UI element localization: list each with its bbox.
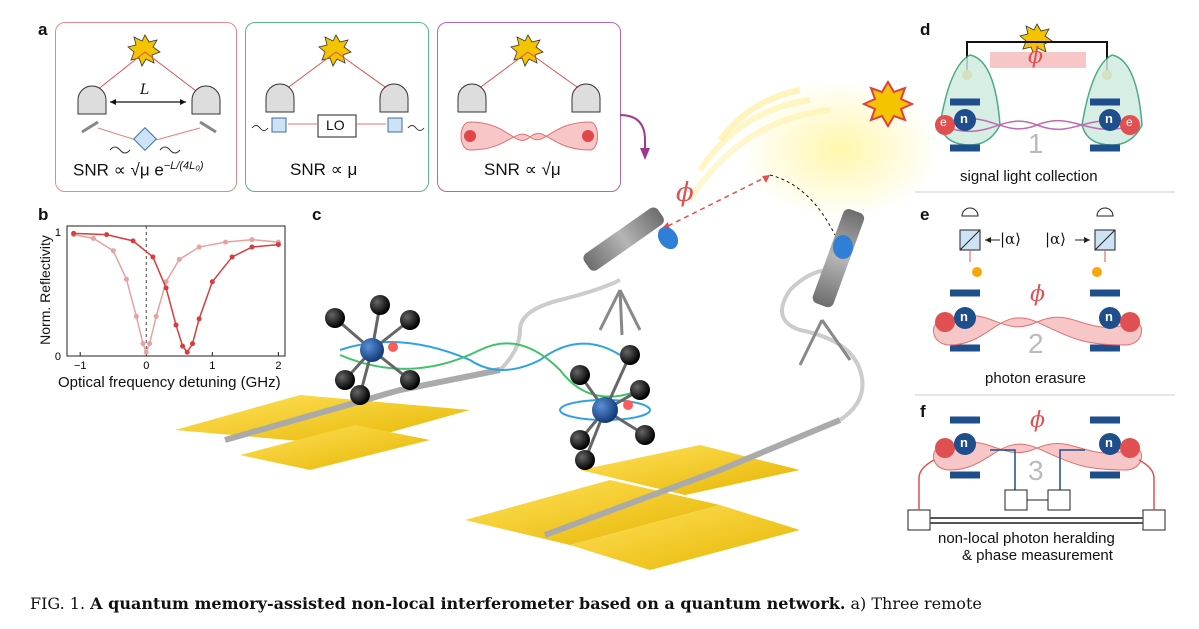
caption-photon-erasure: photon erasure <box>985 370 1086 387</box>
data-point <box>163 285 169 291</box>
phase-label-c: ϕ <box>676 178 694 208</box>
alpha-left: |α⟩ <box>1000 230 1022 248</box>
data-point <box>143 349 149 355</box>
data-point <box>196 316 202 322</box>
caption-prefix: FIG. 1. <box>30 594 86 613</box>
panel-letter-a: a <box>38 20 48 39</box>
molecule-left <box>325 295 641 405</box>
scheme-memory-drawing <box>457 34 650 160</box>
snr-direct-main: SNR ∝ √μ e <box>73 160 164 180</box>
data-point <box>153 313 159 319</box>
data-point <box>140 341 146 347</box>
x-tick-label: −1 <box>74 360 87 372</box>
distance-label: L <box>140 82 150 98</box>
electron-label-d2: e <box>1126 115 1133 129</box>
y-tick-label: 0 <box>55 351 61 363</box>
network-scene <box>175 80 940 570</box>
data-point <box>196 244 202 250</box>
data-point <box>249 244 255 250</box>
data-point <box>147 341 153 347</box>
step-number-1: 1 <box>1028 128 1044 159</box>
caption-signal-collection: signal light collection <box>960 168 1098 185</box>
step-number-2: 2 <box>1028 328 1044 359</box>
chart-xlabel: Optical frequency detuning (GHz) <box>58 374 281 391</box>
nucleus-label-e2: n <box>1105 309 1113 324</box>
data-point <box>249 237 255 243</box>
data-point <box>180 343 186 349</box>
scheme-direct-drawing <box>77 34 221 154</box>
snr-direct-exp: −L/(4L₀) <box>163 160 204 172</box>
series-line-1 <box>73 233 279 355</box>
nucleus-label-e1: n <box>960 309 968 324</box>
caption-title: A quantum memory-assisted non-local inte… <box>90 594 846 613</box>
panel-f-drawing <box>907 416 1166 531</box>
data-point <box>104 232 110 238</box>
molecule-right <box>559 345 655 470</box>
data-point <box>223 239 229 245</box>
chart-frame <box>66 225 286 357</box>
caption-heralding-line2: & phase measurement <box>962 547 1113 564</box>
x-tick-label: 2 <box>275 360 281 372</box>
data-point <box>190 341 196 347</box>
y-tick-label: 1 <box>55 227 61 239</box>
data-point <box>209 279 215 285</box>
caption-heralding-line1: non-local photon heralding <box>938 530 1115 547</box>
nucleus-label-f1: n <box>960 435 968 450</box>
data-point <box>176 256 182 262</box>
data-point <box>163 279 169 285</box>
phase-label-e: ϕ <box>1030 282 1045 307</box>
panel-letter-b: b <box>38 205 49 224</box>
data-point <box>133 313 139 319</box>
snr-lo: SNR ∝ μ <box>290 160 358 179</box>
phase-label-f: ϕ <box>1030 408 1045 433</box>
phase-label-d: ϕ <box>1028 44 1043 69</box>
nucleus-label-d1: n <box>960 111 968 126</box>
panel-letter-e: e <box>920 205 930 224</box>
chart-ylabel: Norm. Reflectivity <box>36 235 53 345</box>
data-point <box>173 322 179 328</box>
caption-continuation: a) Three remote <box>850 594 982 613</box>
data-point <box>123 276 129 282</box>
scheme-lo-drawing <box>251 34 425 138</box>
step-number-3: 3 <box>1028 455 1044 486</box>
panel-letter-c: c <box>312 205 322 224</box>
telescope-right <box>798 209 865 366</box>
panel-d-drawing <box>935 23 1143 152</box>
figure-caption: FIG. 1. A quantum memory-assisted non-lo… <box>30 594 982 613</box>
nucleus-label-f2: n <box>1105 435 1113 450</box>
data-point <box>150 254 156 260</box>
snr-direct: SNR ∝ √μ e−L/(4L₀) <box>73 160 204 181</box>
alpha-right: |α⟩ <box>1045 230 1067 248</box>
data-point <box>184 349 190 355</box>
panel-letter-d: d <box>920 20 931 39</box>
telescope-left <box>583 207 679 336</box>
panel-e-drawing <box>932 207 1143 352</box>
data-point <box>71 230 77 236</box>
electron-label-d1: e <box>940 115 947 129</box>
data-point <box>130 238 136 244</box>
x-tick-label: 1 <box>209 360 215 372</box>
lo-label: LO <box>326 117 345 133</box>
data-point <box>90 235 96 241</box>
x-tick-label: 0 <box>143 360 149 372</box>
series-line-2 <box>73 232 279 354</box>
data-point <box>275 242 281 248</box>
data-point <box>229 254 235 260</box>
data-point <box>110 248 116 254</box>
snr-memory: SNR ∝ √μ <box>484 160 561 179</box>
reflectivity-chart: −1 0 1 2 1 0 <box>55 225 286 372</box>
nucleus-label-d2: n <box>1105 111 1113 126</box>
panel-letter-f: f <box>920 402 926 421</box>
